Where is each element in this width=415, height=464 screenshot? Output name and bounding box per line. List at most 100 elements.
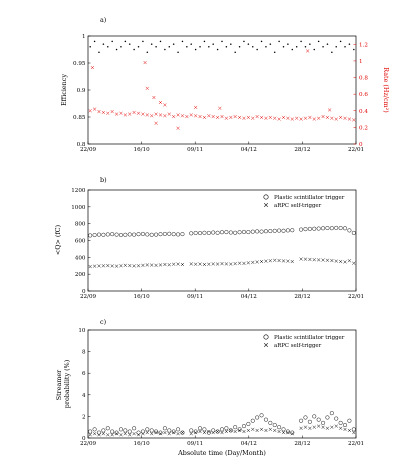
data-point (177, 51, 179, 53)
data-point (106, 263, 110, 268)
data-point (268, 229, 273, 234)
data-point (264, 116, 268, 120)
data-point (136, 433, 141, 437)
data-point (303, 257, 308, 261)
data-point (353, 48, 355, 51)
data-point (118, 233, 123, 238)
panel-b-ylabel: <Q> (fC) (54, 225, 62, 255)
data-point (180, 232, 185, 237)
data-point (114, 264, 119, 268)
data-point (290, 117, 294, 121)
data-point (268, 427, 273, 432)
data-point (128, 43, 131, 45)
data-point (159, 40, 162, 43)
data-point (224, 262, 229, 266)
data-point (176, 427, 181, 432)
data-point (211, 428, 216, 433)
data-point (268, 420, 273, 425)
data-point (325, 415, 330, 420)
data-point (171, 232, 176, 237)
data-point (242, 429, 246, 434)
panel-c-ylabel-line1: Streamer (55, 369, 63, 400)
x-tick-label: 09/11 (187, 147, 203, 153)
data-point (137, 46, 140, 48)
data-point (202, 427, 207, 432)
data-point (241, 424, 246, 429)
data-point (338, 420, 343, 425)
data-point (164, 48, 166, 51)
data-point (255, 114, 259, 119)
y-tick-label: 8 (82, 350, 86, 356)
x-tick-label: 09/11 (187, 294, 203, 300)
data-point (265, 46, 267, 48)
data-point (220, 114, 224, 119)
data-point (215, 115, 220, 120)
data-point (189, 231, 194, 236)
data-point (158, 113, 163, 117)
data-point (114, 432, 119, 436)
data-point (273, 258, 277, 262)
data-point (193, 230, 198, 235)
data-point (285, 429, 290, 434)
data-point (145, 263, 149, 267)
data-point (290, 228, 295, 233)
panel-a-y-ticks: 0.8 0.85 0.9 0.95 1 (73, 34, 91, 148)
data-point (207, 262, 211, 266)
data-point (136, 232, 141, 237)
data-point (251, 260, 255, 265)
data-point (107, 46, 109, 48)
x-tick-label: 22/01 (348, 294, 364, 300)
data-point (233, 230, 238, 235)
data-point (286, 430, 290, 435)
data-point (316, 417, 321, 422)
data-point (167, 432, 171, 436)
data-point (136, 430, 141, 435)
data-point (193, 429, 198, 434)
data-point (291, 48, 294, 51)
data-point (316, 226, 321, 231)
data-point (114, 112, 119, 116)
data-point (338, 115, 343, 120)
data-point (325, 426, 330, 430)
data-point (150, 432, 154, 436)
data-point (303, 425, 308, 429)
data-point (212, 43, 214, 45)
data-point (308, 257, 312, 262)
data-point (106, 111, 110, 115)
data-point (215, 230, 220, 235)
data-point (259, 427, 264, 432)
data-point (220, 430, 224, 435)
data-point (335, 46, 337, 48)
data-point (260, 40, 263, 43)
y-tick-label: 0.9 (77, 88, 86, 94)
data-point (89, 46, 91, 48)
data-point (268, 259, 273, 263)
data-point (158, 263, 163, 267)
data-point (215, 429, 220, 434)
data-point (163, 262, 167, 267)
data-point (110, 264, 114, 268)
data-point (233, 429, 237, 434)
data-point (272, 423, 277, 428)
data-point (286, 116, 290, 120)
data-point (132, 110, 136, 115)
data-point (334, 424, 338, 428)
panel-b-legend-x-icon (263, 202, 269, 208)
data-point (141, 112, 145, 116)
data-point (351, 427, 356, 432)
data-point (329, 226, 334, 231)
panel-a-y2label: Rate (Hz/cm²) (382, 67, 390, 112)
data-point (145, 427, 150, 432)
y-tick-label: 400 (75, 255, 86, 261)
data-point (347, 117, 352, 121)
data-point (233, 261, 237, 266)
data-point (88, 264, 92, 269)
data-point (321, 114, 325, 119)
y-tick-label: 0.85 (73, 115, 86, 121)
data-point (141, 263, 145, 268)
data-point (325, 258, 330, 262)
data-point (154, 430, 158, 435)
data-point (352, 430, 356, 435)
data-point (88, 109, 92, 113)
